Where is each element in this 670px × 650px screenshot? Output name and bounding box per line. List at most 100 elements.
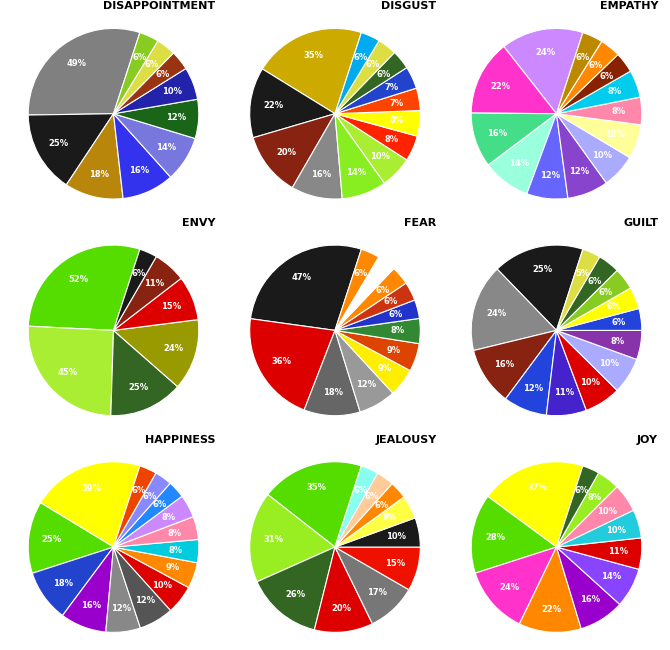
Text: 6%: 6% xyxy=(576,53,590,62)
Wedge shape xyxy=(557,510,641,547)
Text: 10%: 10% xyxy=(580,378,600,387)
Text: 8%: 8% xyxy=(385,135,399,144)
Text: 49%: 49% xyxy=(66,59,86,68)
Wedge shape xyxy=(335,473,392,547)
Text: 36%: 36% xyxy=(271,358,291,367)
Wedge shape xyxy=(314,547,373,632)
Text: 16%: 16% xyxy=(81,601,101,610)
Text: 8%: 8% xyxy=(390,326,404,335)
Text: DISAPPOINTMENT: DISAPPOINTMENT xyxy=(103,1,215,12)
Wedge shape xyxy=(335,257,394,330)
Text: 8%: 8% xyxy=(161,513,175,522)
Wedge shape xyxy=(557,473,617,547)
Text: 6%: 6% xyxy=(353,486,367,495)
Wedge shape xyxy=(335,330,410,393)
Text: 8%: 8% xyxy=(611,337,625,346)
Text: 39%: 39% xyxy=(82,484,102,493)
Text: 14%: 14% xyxy=(509,159,529,168)
Text: 6%: 6% xyxy=(366,60,380,69)
Wedge shape xyxy=(557,309,642,330)
Text: 9%: 9% xyxy=(387,346,401,355)
Wedge shape xyxy=(557,114,606,198)
Text: 6%: 6% xyxy=(143,492,157,501)
Text: 5%: 5% xyxy=(575,269,589,278)
Wedge shape xyxy=(546,330,586,416)
Wedge shape xyxy=(113,32,158,114)
Wedge shape xyxy=(335,283,415,330)
Wedge shape xyxy=(475,547,557,624)
Wedge shape xyxy=(113,547,188,610)
Wedge shape xyxy=(335,68,416,114)
Text: 6%: 6% xyxy=(588,61,603,70)
Wedge shape xyxy=(263,29,361,114)
Wedge shape xyxy=(28,326,113,415)
Text: 9%: 9% xyxy=(377,364,391,373)
Wedge shape xyxy=(527,114,568,199)
Wedge shape xyxy=(557,249,600,330)
Text: 31%: 31% xyxy=(263,535,283,544)
Wedge shape xyxy=(557,55,630,114)
Wedge shape xyxy=(113,114,171,198)
Text: 37%: 37% xyxy=(527,483,547,492)
Text: 12%: 12% xyxy=(165,113,186,122)
Text: 6%: 6% xyxy=(354,53,368,62)
Text: 12%: 12% xyxy=(539,171,559,180)
Wedge shape xyxy=(62,547,113,632)
Wedge shape xyxy=(471,269,557,350)
Text: 12%: 12% xyxy=(135,597,155,605)
Wedge shape xyxy=(113,257,181,330)
Wedge shape xyxy=(335,547,420,590)
Text: 8%: 8% xyxy=(612,107,626,116)
Text: HAPPINESS: HAPPINESS xyxy=(145,435,215,445)
Text: 6%: 6% xyxy=(574,486,589,495)
Text: 6%: 6% xyxy=(366,276,380,285)
Text: 22%: 22% xyxy=(490,82,511,91)
Text: 6%: 6% xyxy=(132,269,146,278)
Text: ENVY: ENVY xyxy=(182,218,215,228)
Wedge shape xyxy=(335,497,415,547)
Wedge shape xyxy=(113,496,193,547)
Text: 14%: 14% xyxy=(601,573,621,581)
Wedge shape xyxy=(335,318,420,344)
Text: 25%: 25% xyxy=(49,139,69,148)
Wedge shape xyxy=(253,114,335,188)
Text: GUILT: GUILT xyxy=(623,218,658,228)
Wedge shape xyxy=(113,473,170,547)
Text: 35%: 35% xyxy=(307,483,327,492)
Wedge shape xyxy=(557,487,633,547)
Wedge shape xyxy=(335,466,378,547)
Wedge shape xyxy=(257,547,335,630)
Text: 10%: 10% xyxy=(606,526,626,534)
Text: 12%: 12% xyxy=(523,384,543,393)
Text: 6%: 6% xyxy=(354,269,368,278)
Wedge shape xyxy=(488,114,557,194)
Text: 6%: 6% xyxy=(588,277,602,286)
Wedge shape xyxy=(292,114,342,199)
Text: 18%: 18% xyxy=(89,170,109,179)
Wedge shape xyxy=(113,517,198,547)
Text: 6%: 6% xyxy=(152,500,167,510)
Wedge shape xyxy=(28,245,140,330)
Text: 16%: 16% xyxy=(580,595,600,604)
Text: 10%: 10% xyxy=(161,87,182,96)
Text: 6%: 6% xyxy=(383,297,397,306)
Wedge shape xyxy=(113,466,156,547)
Text: 8%: 8% xyxy=(587,493,602,502)
Wedge shape xyxy=(250,318,335,410)
Text: 6%: 6% xyxy=(388,310,403,319)
Text: FEAR: FEAR xyxy=(404,218,437,228)
Text: 18%: 18% xyxy=(323,388,343,397)
Wedge shape xyxy=(471,497,557,573)
Wedge shape xyxy=(557,466,599,547)
Text: 6%: 6% xyxy=(376,286,390,295)
Wedge shape xyxy=(557,330,636,391)
Text: 12%: 12% xyxy=(111,604,131,614)
Text: 10%: 10% xyxy=(605,129,625,138)
Wedge shape xyxy=(335,518,420,547)
Text: 22%: 22% xyxy=(541,604,561,614)
Text: 24%: 24% xyxy=(499,584,519,592)
Wedge shape xyxy=(113,540,199,563)
Wedge shape xyxy=(335,114,417,160)
Wedge shape xyxy=(488,462,583,547)
Wedge shape xyxy=(557,547,620,629)
